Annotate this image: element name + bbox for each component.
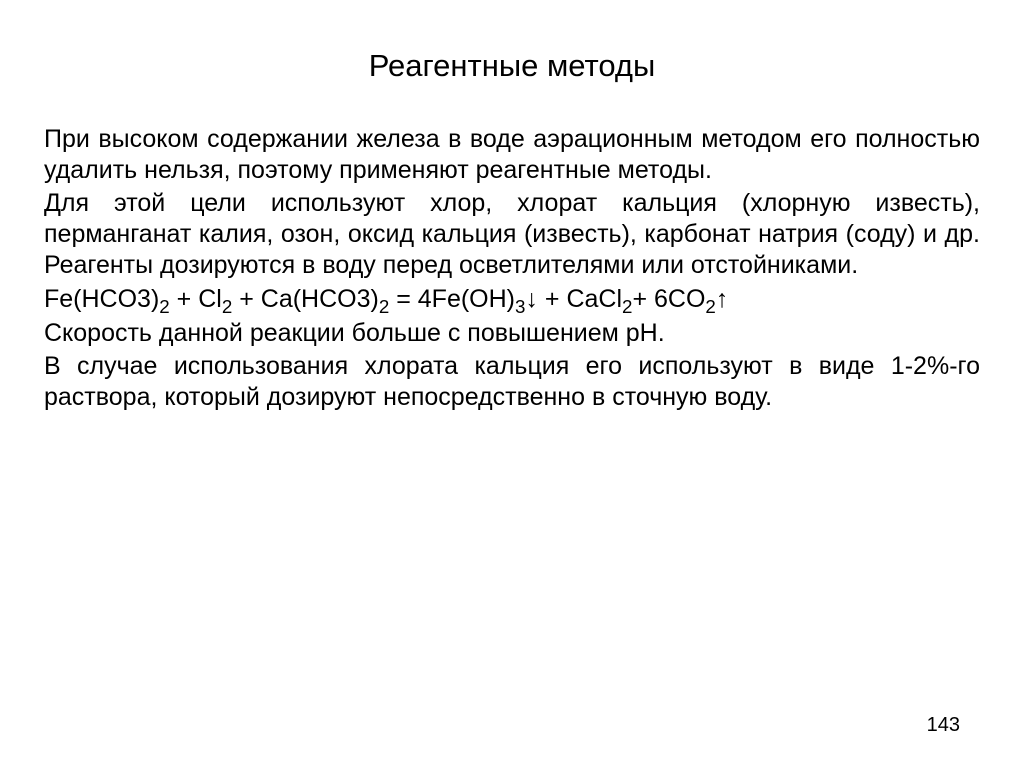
page-number: 143 [927, 714, 960, 737]
paragraph-2: Для этой цели используют хлор, хлорат ка… [44, 188, 980, 281]
eq-part: = 4Fe(OH) [389, 285, 515, 313]
chemical-equation: Fe(HCO3)2 + Cl2 + Ca(HCO3)2 = 4Fe(OH)3 +… [44, 283, 980, 316]
eq-sub: 2 [622, 296, 632, 317]
eq-part: + Ca(HCO3) [232, 285, 379, 313]
eq-part: Fe(HCO3) [44, 285, 159, 313]
eq-part: + Cl [170, 285, 222, 313]
eq-sub: 2 [379, 296, 389, 317]
down-arrow-icon [525, 285, 538, 313]
eq-part: + 6CO [632, 285, 705, 313]
paragraph-3: Скорость данной реакции больше с повышен… [44, 318, 980, 349]
up-arrow-icon [716, 285, 729, 313]
eq-sub: 3 [515, 296, 525, 317]
eq-sub: 2 [222, 296, 232, 317]
eq-sub: 2 [159, 296, 169, 317]
slide-title: Реагентные методы [44, 48, 980, 84]
eq-part: + CaCl [538, 285, 622, 313]
paragraph-1: При высоком содержании железа в воде аэр… [44, 124, 980, 186]
paragraph-4: В случае использования хлората кальция е… [44, 351, 980, 413]
slide: Реагентные методы При высоком содержании… [0, 0, 1024, 767]
eq-sub: 2 [705, 296, 715, 317]
